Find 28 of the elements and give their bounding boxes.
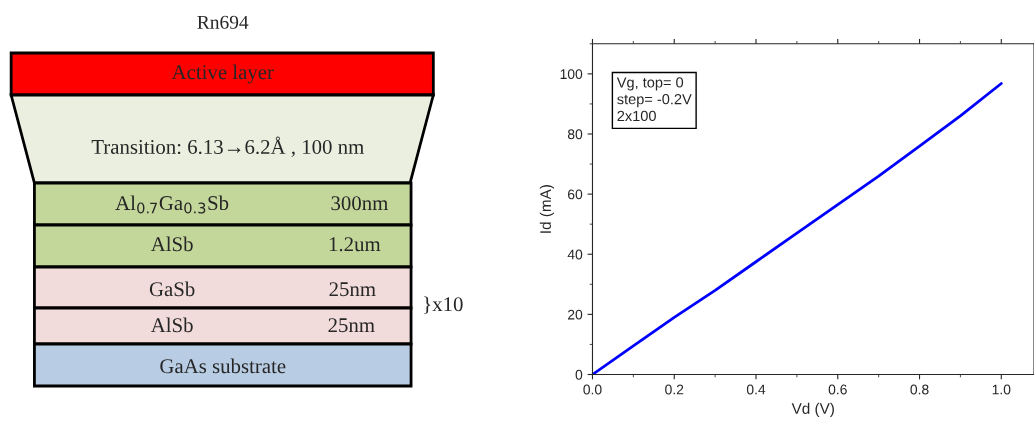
x-tick-label: 0.8 xyxy=(910,384,929,395)
text: AlSb xyxy=(150,317,193,333)
y-tick-label: 100 xyxy=(560,69,583,80)
text: Active layer xyxy=(171,64,274,84)
x-tick-label: 0.2 xyxy=(665,384,684,395)
text: 25nm xyxy=(329,282,376,297)
y-tick-label: 20 xyxy=(568,309,583,320)
x-tick-label: 0.0 xyxy=(583,384,602,395)
x-tick-label: 0.6 xyxy=(828,384,847,395)
text: 300nm xyxy=(331,196,389,211)
y-tick-label: 80 xyxy=(567,129,583,140)
y-tick-label: 60 xyxy=(568,189,583,200)
text: }x10 xyxy=(424,296,463,314)
text: GaAs substrate xyxy=(160,358,286,374)
x-tick-label: 0.4 xyxy=(746,384,766,395)
text: GaSb xyxy=(149,281,195,297)
y-tick-label: 40 xyxy=(567,249,583,260)
y-axis-title: Id (mA) xyxy=(539,185,555,233)
annotation: Vg, top= 0 step= -0.2V 2x100 xyxy=(616,77,692,122)
text: Transition: 6.13→6.2Å , 100 nm xyxy=(91,136,364,157)
x-tick-label: 1.0 xyxy=(992,384,1011,395)
y-tick-label: 0 xyxy=(575,369,583,380)
text: 1.2um xyxy=(329,237,381,252)
x-axis-title: Vd (V) xyxy=(791,402,834,417)
text: 25nm xyxy=(328,318,375,333)
text: AlSb xyxy=(150,236,193,252)
text: Al$_{0.7}$Ga$_{0.3}$Sb xyxy=(115,195,229,214)
text: Rn694 xyxy=(197,15,249,29)
